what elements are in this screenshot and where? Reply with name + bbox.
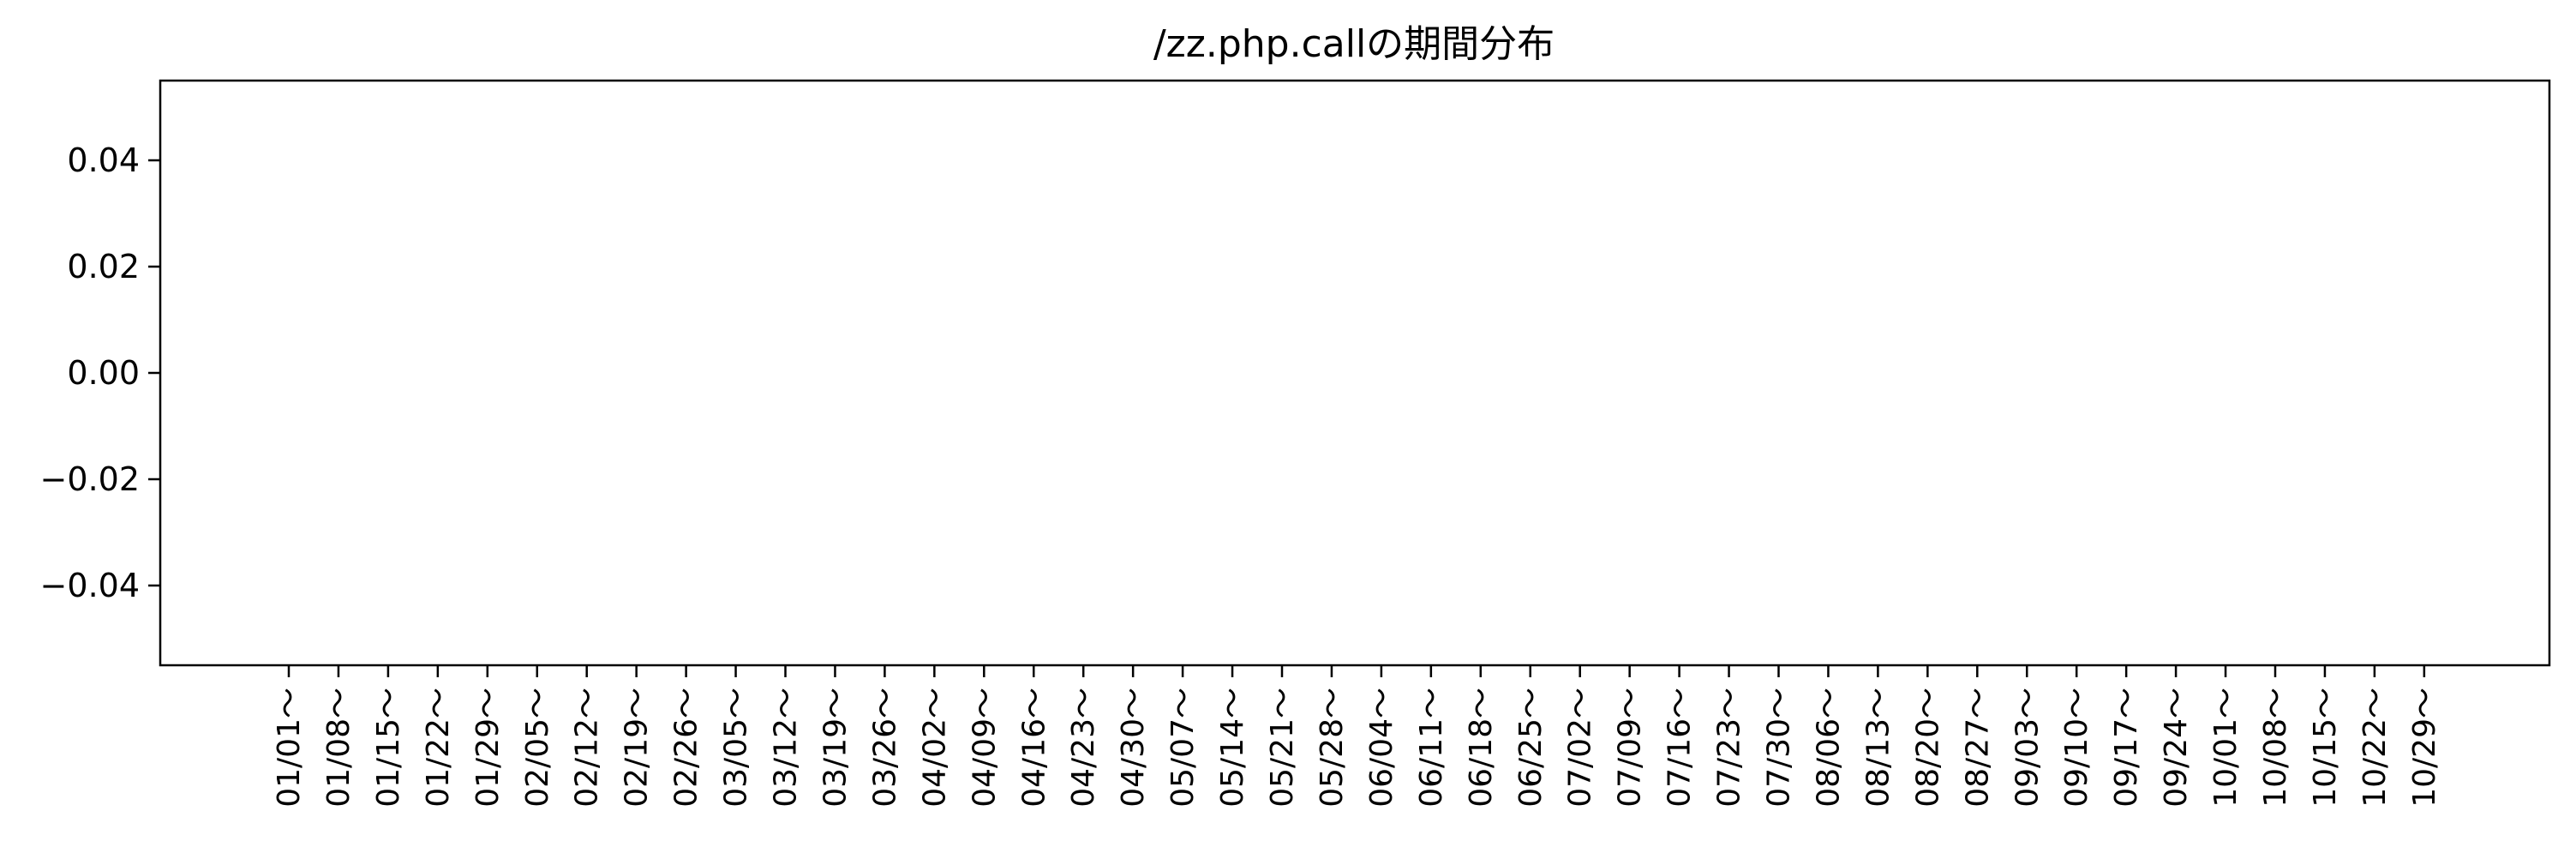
y-tick-label: −0.04 [40,567,140,604]
x-tick-label: 04/09～ [967,688,1002,808]
y-tick-label: 0.02 [67,248,140,285]
x-tick-label: 04/16～ [1016,688,1051,808]
x-tick-label: 01/15～ [371,688,406,808]
x-tick-label: 07/30～ [1762,688,1797,808]
x-tick-label: 03/26～ [867,688,902,808]
x-tick-label: 08/06～ [1811,688,1846,808]
chart-title: /zz.php.callの期間分布 [1153,22,1555,66]
x-tick-label: 09/17～ [2109,688,2144,808]
x-tick-label: 04/30～ [1116,688,1151,808]
x-tick-label: 06/11～ [1414,688,1449,808]
y-axis: 0.04 0.02 0.00 −0.02 −0.04 [40,141,160,604]
x-tick-label: 10/15～ [2308,688,2343,808]
x-tick-label: 01/22～ [421,688,456,808]
x-tick-label: 05/28～ [1315,688,1350,808]
y-tick-label: −0.02 [40,460,140,498]
x-tick-label: 08/20～ [1910,688,1945,808]
x-tick-label: 05/07～ [1165,688,1201,808]
x-tick-label: 04/02～ [917,688,952,808]
x-tick-label: 05/14～ [1215,688,1250,808]
x-tick-label: 02/19～ [620,688,655,808]
x-tick-label: 07/23～ [1712,688,1747,808]
x-tick-label: 04/23～ [1066,688,1101,808]
x-tick-label: 05/21～ [1265,688,1300,808]
x-tick-label: 03/12～ [769,688,804,808]
x-tick-label: 06/25～ [1513,688,1549,808]
x-tick-label: 06/04～ [1364,688,1399,808]
x-tick-label: 03/05～ [719,688,754,808]
x-tick-label: 10/22～ [2357,688,2393,808]
x-tick-label: 01/01～ [272,688,307,808]
x-tick-label: 07/16～ [1662,688,1698,808]
x-tick-label: 10/29～ [2407,688,2442,808]
x-tick-label: 03/19～ [818,688,853,808]
x-tick-label: 02/12～ [570,688,605,808]
y-tick-label: 0.00 [67,354,140,392]
x-tick-label: 08/13～ [1860,688,1896,808]
x-tick-label: 02/26～ [669,688,704,808]
x-axis: 01/01～ 01/08～ 01/15～ 01/22～ 01/29～ 02/05～ 02/1… [272,665,2442,808]
x-tick-label: 08/27～ [1960,688,1995,808]
x-tick-label: 09/03～ [2010,688,2045,808]
x-tick-label: 01/29～ [470,688,506,808]
x-tick-label: 06/18～ [1464,688,1499,808]
x-tick-label: 10/01～ [2208,688,2244,808]
y-tick-label: 0.04 [67,141,140,179]
x-tick-label: 01/08～ [321,688,356,808]
x-tick-label: 09/10～ [2059,688,2094,808]
x-tick-label: 10/08～ [2258,688,2293,808]
plot-area [159,79,2551,667]
x-tick-label: 02/05～ [520,688,555,808]
x-tick-label: 09/24～ [2159,688,2194,808]
x-tick-label: 07/02～ [1563,688,1598,808]
x-tick-label: 07/09～ [1613,688,1648,808]
